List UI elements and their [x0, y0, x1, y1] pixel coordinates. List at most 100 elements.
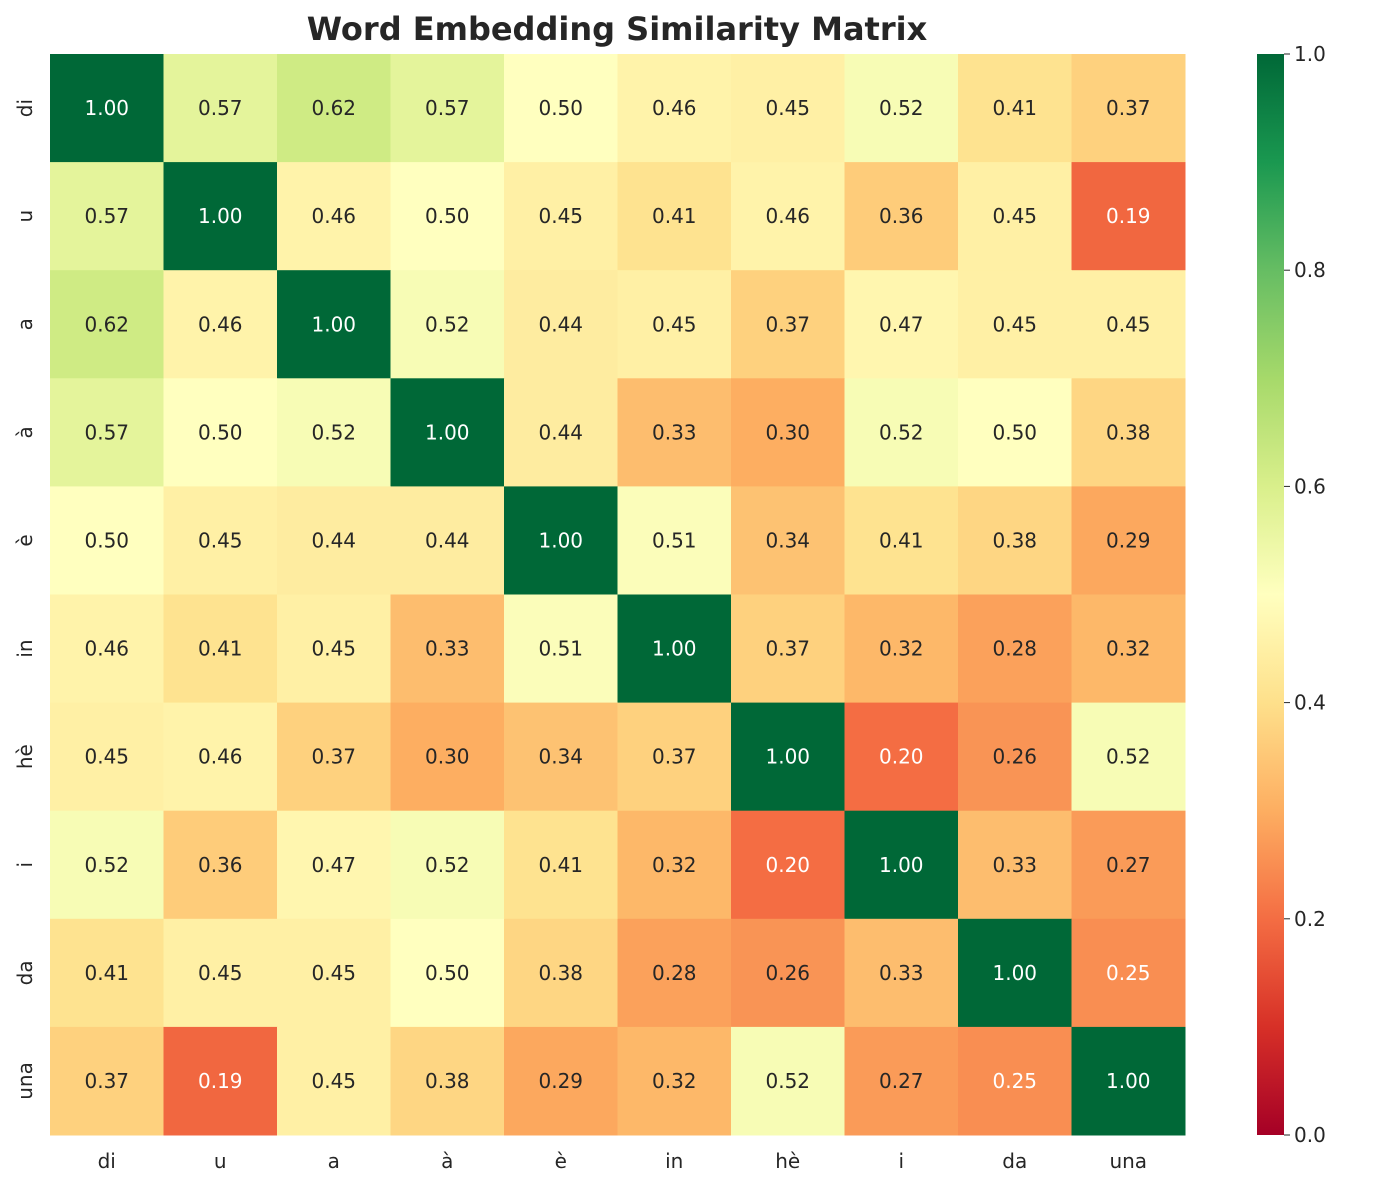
heatmap-cell: [504, 378, 618, 487]
heatmap-cell: [844, 702, 959, 812]
y-tick-label: u: [13, 210, 37, 223]
heatmap-cell: [504, 162, 618, 271]
heatmap-cell: [958, 270, 1072, 379]
heatmap-cell: [731, 54, 845, 163]
heatmap-cell: [844, 486, 959, 595]
heatmap-cell: [50, 918, 164, 1028]
heatmap-cell: [50, 270, 164, 379]
heatmap-cell: [958, 1026, 1072, 1136]
cell-annotation: 0.33: [992, 853, 1037, 877]
heatmap-cell: [504, 810, 618, 920]
cell-annotation: 0.44: [538, 312, 583, 336]
heatmap-cell: [504, 594, 618, 704]
heatmap-cell: [958, 378, 1072, 487]
cell-annotation: 0.38: [538, 961, 583, 985]
cell-annotation: 0.33: [425, 637, 470, 661]
heatmap-cell: [50, 54, 164, 163]
heatmap-cell: [844, 378, 959, 487]
cell-annotation: 0.20: [879, 745, 924, 769]
heatmap-cell: [1071, 486, 1186, 595]
heatmap-cell: [617, 486, 732, 595]
y-axis-labels: di u a à è in hè i da una: [13, 99, 37, 1100]
cell-annotation: 0.46: [198, 312, 243, 336]
colorbar-ticks: 0.0 0.2 0.4 0.6 0.8 1.0: [1284, 42, 1326, 1147]
cell-annotation: 0.45: [198, 528, 243, 552]
heatmap-cell: [390, 378, 505, 487]
cell-annotation: 0.38: [992, 528, 1037, 552]
cell-annotation: 0.32: [1106, 637, 1151, 661]
cell-annotation: 0.27: [1106, 853, 1151, 877]
cell-annotation: 0.51: [652, 528, 697, 552]
heatmap-cell: [1071, 810, 1186, 920]
cell-annotation: 0.46: [652, 96, 697, 120]
cell-annotation: 0.19: [1106, 204, 1151, 228]
cell-annotation: 0.27: [879, 1069, 924, 1093]
heatmap-cell: [617, 54, 732, 163]
heatmap-cell: [958, 918, 1072, 1028]
cell-annotation: 0.41: [652, 204, 697, 228]
heatmap-cell: [617, 918, 732, 1028]
cell-annotation: 1.00: [879, 853, 924, 877]
cell-annotation: 0.32: [652, 1069, 697, 1093]
heatmap-cell: [390, 1026, 505, 1136]
y-tick-label: da: [13, 960, 37, 985]
cell-annotation: 0.45: [84, 745, 129, 769]
colorbar: [1257, 54, 1284, 1135]
heatmap-cell: [277, 702, 391, 812]
cell-annotation: 0.33: [879, 961, 924, 985]
heatmap-cell: [844, 270, 959, 379]
heatmap-cell: [504, 54, 618, 163]
cell-annotation: 0.25: [992, 1069, 1037, 1093]
heatmap-cell: [731, 1026, 845, 1136]
cell-annotation: 1.00: [311, 312, 356, 336]
heatmap-cell: [1071, 702, 1186, 812]
heatmap-cell: [163, 486, 278, 595]
x-tick-label: di: [98, 1149, 116, 1173]
heatmap-cell: [163, 162, 278, 271]
heatmap-cell: [731, 594, 845, 704]
heatmap-cell: [50, 702, 164, 812]
cell-annotation: 0.33: [652, 420, 697, 444]
heatmap-cell: [504, 702, 618, 812]
colorbar-tick-label: 0.2: [1294, 907, 1326, 931]
heatmap-cell: [163, 378, 278, 487]
heatmap-cell: [844, 810, 959, 920]
heatmap-cell: [1071, 270, 1186, 379]
heatmap-cell: [390, 810, 505, 920]
heatmap-cell: [277, 270, 391, 379]
cell-annotation: 1.00: [84, 96, 129, 120]
cell-annotation: 0.50: [992, 420, 1037, 444]
cell-annotation: 0.44: [538, 420, 583, 444]
cell-annotation: 0.45: [992, 312, 1037, 336]
heatmap-cell: [731, 378, 845, 487]
y-tick-label: à: [13, 426, 37, 438]
cell-annotation: 1.00: [425, 420, 470, 444]
x-tick-label: a: [328, 1149, 340, 1173]
cell-annotation: 0.32: [879, 637, 924, 661]
heatmap-cell: [163, 702, 278, 812]
x-tick-label: una: [1109, 1149, 1147, 1173]
cell-annotation: 0.45: [992, 204, 1037, 228]
heatmap-cell: [731, 918, 845, 1028]
heatmap-cell: [731, 162, 845, 271]
chart-title: Word Embedding Similarity Matrix: [307, 10, 928, 48]
heatmap-cell: [958, 702, 1072, 812]
cell-annotation: 0.50: [425, 204, 470, 228]
heatmap-cell: [617, 270, 732, 379]
heatmap-cell: [731, 270, 845, 379]
cell-annotation: 0.41: [84, 961, 129, 985]
x-tick-label: in: [665, 1149, 683, 1173]
cell-annotation: 0.62: [311, 96, 356, 120]
cell-annotation: 0.37: [765, 312, 810, 336]
cell-annotation: 0.44: [425, 528, 470, 552]
cell-annotation: 0.45: [311, 637, 356, 661]
heatmap-cell: [731, 810, 845, 920]
heatmap-cell: [277, 918, 391, 1028]
cell-annotation: 0.57: [84, 420, 129, 444]
cell-annotation: 0.38: [1106, 420, 1151, 444]
cell-annotation: 0.62: [84, 312, 129, 336]
heatmap-cell: [163, 54, 278, 163]
heatmap-cell: [50, 162, 164, 271]
heatmap-cell: [277, 162, 391, 271]
colorbar-tick-label: 0.0: [1294, 1123, 1326, 1147]
